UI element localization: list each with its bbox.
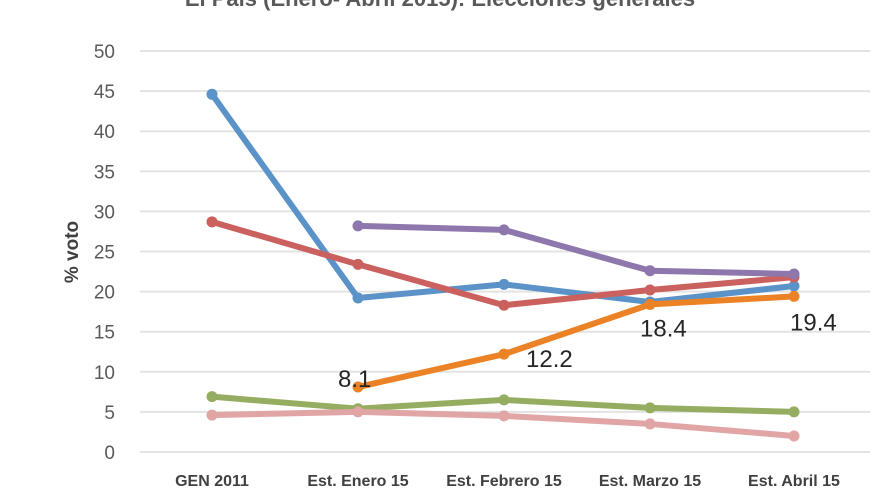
y-tick-label: 25 — [94, 243, 115, 264]
data-point-green — [498, 394, 510, 406]
data-point-blue — [788, 280, 800, 292]
y-tick-label: 30 — [94, 202, 115, 223]
x-tick-label: Est. Febrero 15 — [446, 473, 562, 490]
y-tick-label: 10 — [94, 363, 115, 384]
y-tick-label: 45 — [94, 82, 115, 103]
series-line-purple — [355, 222, 797, 277]
data-point-orange — [644, 298, 656, 310]
data-point-orange — [352, 381, 364, 393]
data-point-pink — [788, 430, 800, 442]
y-tick-label: 15 — [94, 323, 115, 344]
data-point-pink — [644, 418, 656, 430]
chart-title: El País (Enero- Abril 2015): Elecciones … — [0, 0, 880, 12]
data-point-green — [206, 391, 218, 403]
data-point-red — [206, 216, 218, 228]
data-point-green — [644, 402, 656, 414]
data-point-purple — [498, 224, 510, 236]
data-label: 8.1 — [338, 366, 371, 393]
y-tick-label: 35 — [94, 162, 115, 183]
data-point-green — [788, 406, 800, 418]
data-point-red — [352, 258, 364, 270]
data-point-pink — [352, 406, 364, 418]
data-point-orange — [498, 348, 510, 360]
data-point-orange — [788, 290, 800, 302]
y-tick-label: 5 — [104, 403, 115, 424]
y-axis-label: % voto — [62, 221, 83, 283]
x-tick-label: Est. Enero 15 — [307, 473, 408, 490]
y-tick-label: 0 — [104, 443, 115, 464]
y-tick-label: 50 — [94, 42, 115, 63]
data-point-purple — [352, 220, 364, 232]
data-label: 12.2 — [526, 346, 573, 373]
data-point-pink — [498, 410, 510, 422]
data-point-purple — [788, 268, 800, 280]
data-label: 18.4 — [640, 315, 687, 342]
data-point-red — [498, 299, 510, 311]
x-tick-label: Est. Marzo 15 — [599, 473, 701, 490]
x-tick-label: GEN 2011 — [175, 473, 249, 490]
x-tick-label: Est. Abril 15 — [748, 473, 840, 490]
y-tick-label: 40 — [94, 122, 115, 143]
data-point-red — [644, 284, 656, 296]
data-point-blue — [498, 278, 510, 290]
data-label: 19.4 — [790, 309, 837, 336]
data-point-pink — [206, 409, 218, 421]
data-point-purple — [644, 265, 656, 277]
data-point-blue — [206, 88, 218, 100]
series-line-orange — [355, 293, 797, 391]
y-tick-label: 20 — [94, 283, 115, 304]
data-point-blue — [352, 292, 364, 304]
